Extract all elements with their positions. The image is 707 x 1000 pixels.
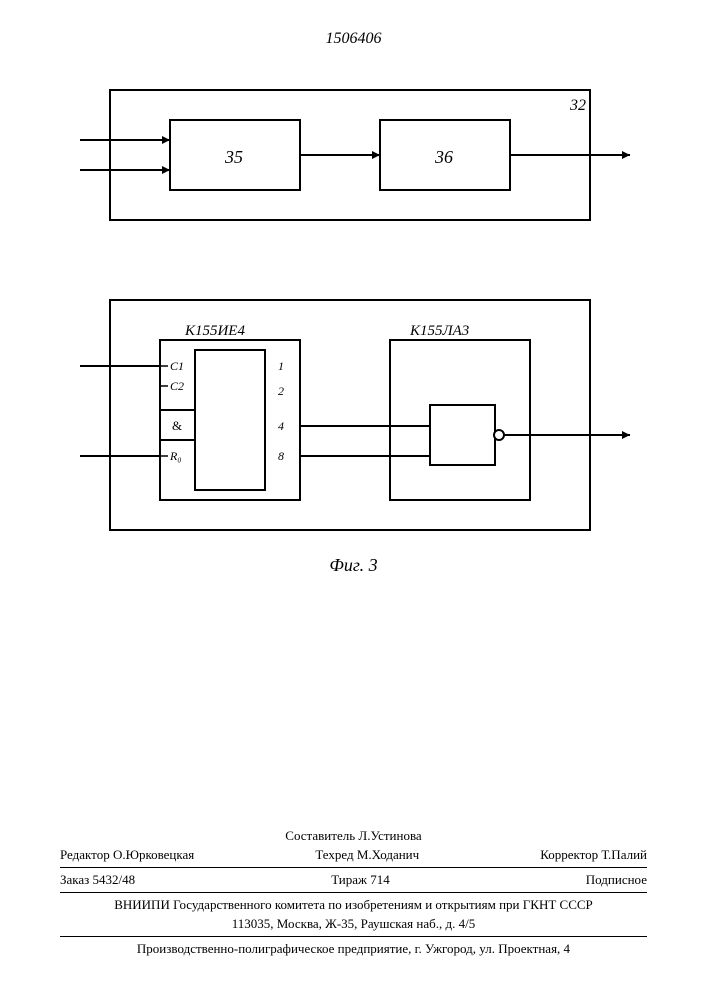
diagram-1: 32 35 36 [80, 90, 630, 220]
footer-rule-3 [60, 936, 647, 937]
footer-tech-editor: Техред М.Ходанич [315, 847, 419, 863]
d1-output-arrow [622, 151, 630, 159]
page-number: 1506406 [326, 30, 382, 48]
d2-pin-8: 8 [278, 449, 284, 463]
d2-pin-c2: C2 [170, 379, 184, 393]
d1-outer-label: 32 [569, 97, 586, 114]
d2-inv-bubble [494, 430, 504, 440]
footer-publisher-2: 113035, Москва, Ж-35, Раушская наб., д. … [60, 916, 647, 932]
d1-box-36-label: 36 [434, 147, 453, 167]
footer-print-run: Тираж 714 [331, 872, 390, 888]
diagram-2: К155ИЕ4 C1 C2 & R₀ 1 2 4 8 К155ЛА3 [80, 300, 630, 530]
footer-block: Составитель Л.Устинова Редактор О.Юркове… [60, 825, 647, 960]
footer-order: Заказ 5432/48 [60, 872, 135, 888]
d2-pin-2: 2 [278, 384, 284, 398]
footer-rule-2 [60, 892, 647, 893]
footer-corrector: Корректор Т.Палий [540, 847, 647, 863]
d2-outer-rect [110, 300, 590, 530]
diagrams-svg: 32 35 36 К155ИЕ4 C1 C2 & [50, 80, 650, 550]
footer-subscription: Подписное [586, 872, 647, 888]
d2-pin-4: 4 [278, 419, 284, 433]
d2-pin-1: 1 [278, 359, 284, 373]
d2-pin-amp: & [172, 418, 182, 433]
d2-gate-box [430, 405, 495, 465]
d2-right-outer [390, 340, 530, 500]
d2-output-arrow [622, 431, 630, 439]
footer-publisher-1: ВНИИПИ Государственного комитета по изоб… [60, 897, 647, 913]
d1-input-top-arrow [162, 136, 170, 144]
footer-printer: Производственно-полиграфическое предприя… [60, 941, 647, 957]
d2-pin-r0: R₀ [169, 449, 182, 463]
d1-input-bot-arrow [162, 166, 170, 174]
footer-order-row: Заказ 5432/48 Тираж 714 Подписное [60, 872, 647, 888]
footer-credits-row: Редактор О.Юрковецкая Техред М.Ходанич К… [60, 847, 647, 863]
d2-pin-c1: C1 [170, 359, 184, 373]
d2-chip-right-label: К155ЛА3 [409, 323, 469, 339]
d2-left-inner [195, 350, 265, 490]
figure-caption: Фиг. 3 [329, 555, 377, 576]
d2-chip-left-label: К155ИЕ4 [184, 323, 245, 339]
footer-editor: Редактор О.Юрковецкая [60, 847, 194, 863]
d1-box-35-label: 35 [224, 147, 243, 167]
d1-connector-arrow [372, 151, 380, 159]
footer-compiler: Составитель Л.Устинова [60, 828, 647, 844]
footer-rule-1 [60, 867, 647, 868]
